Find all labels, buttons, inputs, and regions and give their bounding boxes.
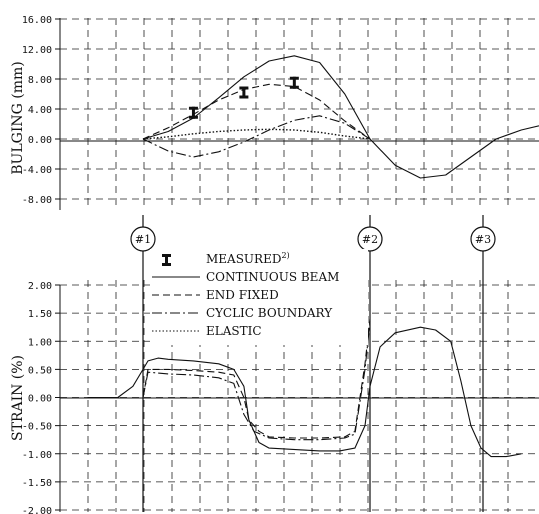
bulging-series bbox=[142, 55, 539, 179]
strain-series bbox=[87, 318, 522, 458]
station-1-label: #1 bbox=[135, 233, 151, 246]
station-3-label: #3 bbox=[475, 233, 491, 246]
station-markers: #1 #2 #3 bbox=[130, 215, 496, 512]
strain-tick-label: 2.00 bbox=[28, 281, 52, 292]
bulging-y-label: BULGING (mm) bbox=[10, 61, 26, 174]
legend-label-continuous-beam: CONTINUOUS BEAM bbox=[206, 270, 339, 284]
measured-markers bbox=[188, 76, 299, 119]
measured-point bbox=[289, 76, 299, 89]
bulging-tick-label: 8.00 bbox=[28, 75, 52, 86]
strain-tick-label: -1.00 bbox=[22, 450, 52, 461]
strain-tick-label: 0.00 bbox=[28, 394, 52, 405]
strain-tick-label: 1.50 bbox=[28, 309, 52, 320]
legend-background bbox=[150, 249, 368, 345]
station-2-circle bbox=[357, 226, 383, 252]
strain-tick-label: 0.50 bbox=[28, 365, 52, 376]
bulging-series-continuous-beam bbox=[142, 55, 539, 179]
strain-series-cyclic-boundary bbox=[142, 321, 371, 441]
legend-item-cyclic-boundary: CYCLIC BOUNDARY bbox=[152, 306, 333, 320]
bulging-tick-label: 12.00 bbox=[22, 45, 52, 56]
legend-item-elastic: ELASTIC bbox=[152, 324, 262, 338]
legend-item-continuous-beam: CONTINUOUS BEAM bbox=[152, 270, 339, 284]
strain-series-continuous-beam bbox=[87, 326, 522, 458]
bulging-series-end-fixed bbox=[142, 83, 371, 140]
strain-y-label: STRAIN (%) bbox=[10, 355, 26, 441]
measured-point bbox=[239, 86, 249, 99]
strain-tick-label: -1.50 bbox=[22, 478, 52, 489]
strain-series-end-fixed bbox=[142, 318, 371, 439]
station-1-circle bbox=[130, 226, 156, 252]
legend: MEASURED2) CONTINUOUS BEAM END FIXED CYC… bbox=[150, 249, 368, 345]
station-2-label: #2 bbox=[362, 233, 378, 246]
bulging-series-elastic bbox=[142, 128, 371, 140]
strain-y-ticks: 2.00 1.50 1.00 0.50 0.00 -0.50 -1.00 -1.50 -2.00 bbox=[22, 281, 60, 514]
bulging-grid bbox=[60, 18, 539, 210]
strain-tick-label: -2.00 bbox=[22, 506, 52, 514]
bulging-tick-label: 0.00 bbox=[28, 135, 52, 146]
legend-label-end-fixed: END FIXED bbox=[206, 288, 279, 302]
bulging-y-ticks: 16.00 12.00 8.00 4.00 0.00 -4.00 -8.00 bbox=[22, 15, 60, 206]
legend-label-elastic: ELASTIC bbox=[206, 324, 262, 338]
bulging-tick-label: -4.00 bbox=[22, 165, 52, 176]
legend-label-measured: MEASURED2) bbox=[206, 251, 290, 266]
legend-item-end-fixed: END FIXED bbox=[152, 288, 279, 302]
bulging-chart: 16.00 12.00 8.00 4.00 0.00 -4.00 -8.00 BULGING… bbox=[10, 15, 539, 210]
station-3-circle bbox=[470, 226, 496, 252]
bulging-tick-label: 4.00 bbox=[28, 105, 52, 116]
legend-item-measured: MEASURED2) bbox=[162, 251, 290, 266]
bulging-series-cyclic-boundary bbox=[142, 115, 371, 158]
bulging-tick-label: 16.00 bbox=[22, 15, 52, 26]
strain-tick-label: 1.00 bbox=[28, 337, 52, 348]
measured-point bbox=[188, 106, 198, 119]
strain-tick-label: -0.50 bbox=[22, 422, 52, 433]
bulging-tick-label: -8.00 bbox=[22, 195, 52, 206]
legend-measured-icon bbox=[162, 254, 171, 266]
legend-label-cyclic-boundary: CYCLIC BOUNDARY bbox=[206, 306, 333, 320]
